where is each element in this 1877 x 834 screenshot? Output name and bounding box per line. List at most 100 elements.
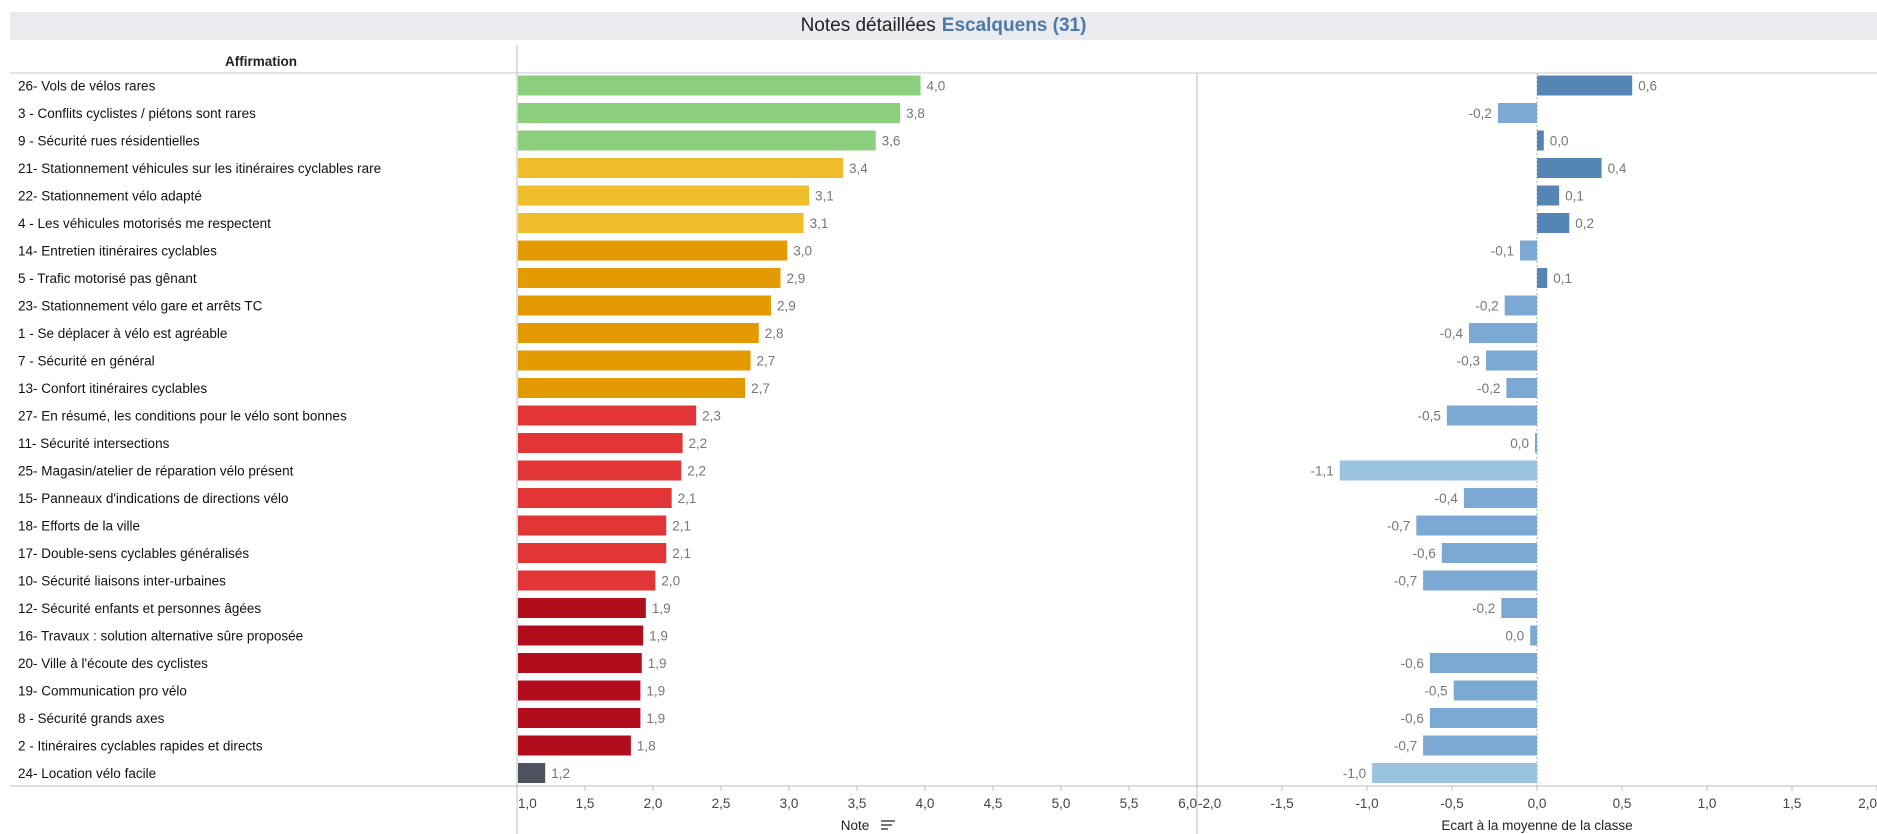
note-value-label: 1,2 (551, 766, 570, 781)
x-tick-label: -1,0 (1355, 796, 1378, 811)
deviation-bar (1537, 158, 1602, 178)
category-label: 11- Sécurité intersections (18, 436, 170, 451)
deviation-value-label: -0,7 (1387, 519, 1410, 534)
deviation-value-label: -0,6 (1413, 546, 1436, 561)
deviation-bar (1506, 378, 1537, 398)
deviation-value-label: -0,6 (1401, 711, 1424, 726)
note-bar (518, 433, 683, 453)
category-label: 26- Vols de vélos rares (18, 79, 156, 94)
deviation-value-label: 0,2 (1575, 216, 1594, 231)
category-label: 17- Double-sens cyclables généralisés (18, 546, 249, 561)
column-header-affirmation: Affirmation (225, 54, 297, 69)
category-label: 25- Magasin/atelier de réparation vélo p… (18, 464, 294, 479)
note-bar (518, 295, 771, 316)
category-label: 20- Ville à l'écoute des cyclistes (18, 656, 208, 671)
deviation-bar (1469, 323, 1537, 343)
sort-icon[interactable] (881, 820, 895, 830)
note-value-label: 3,8 (906, 106, 925, 121)
x-tick-label: 4,0 (916, 796, 935, 811)
deviation-bar (1537, 268, 1548, 288)
note-bar (518, 515, 667, 536)
deviation-value-label: -0,2 (1475, 299, 1498, 314)
deviation-value-label: -0,7 (1394, 739, 1417, 754)
deviation-bar (1463, 488, 1537, 508)
x-tick-label: 2,5 (712, 796, 731, 811)
note-bar (518, 680, 641, 701)
deviation-value-label: -0,7 (1394, 574, 1417, 589)
deviation-value-label: -0,4 (1440, 326, 1464, 341)
deviation-value-label: -0,4 (1435, 491, 1459, 506)
note-bar (518, 763, 546, 783)
chart-frame (10, 45, 1877, 834)
deviation-value-label: -0,2 (1472, 601, 1495, 616)
note-value-label: 1,8 (637, 739, 656, 754)
note-value-label: 1,9 (652, 601, 671, 616)
deviation-value-label: 0,4 (1608, 161, 1627, 176)
note-bar (518, 405, 697, 426)
category-label: 18- Efforts de la ville (18, 519, 140, 534)
x-tick-label: 2,0 (1858, 796, 1877, 811)
deviation-value-label: -0,3 (1457, 354, 1480, 369)
category-label: 22- Stationnement vélo adapté (18, 189, 202, 204)
note-value-label: 2,8 (765, 326, 784, 341)
note-bar (518, 708, 641, 728)
x-tick-label: 6,0 (1178, 796, 1197, 811)
note-value-label: 4,0 (927, 79, 946, 94)
note-bar (518, 570, 656, 591)
category-label: 12- Sécurité enfants et personnes âgées (18, 601, 261, 616)
category-label: 24- Location vélo facile (18, 766, 156, 781)
x-tick-label: 4,5 (984, 796, 1003, 811)
note-bar (518, 75, 921, 96)
deviation-value-label: -0,5 (1418, 409, 1441, 424)
note-value-label: 2,2 (687, 464, 706, 479)
deviation-bar (1416, 515, 1537, 536)
note-bar (518, 735, 631, 756)
note-value-label: 1,9 (649, 629, 668, 644)
x-tick-label: 3,0 (780, 796, 799, 811)
note-bar (518, 460, 682, 481)
x-tick-label: 0,0 (1528, 796, 1547, 811)
chart-title: Notes détaillées (800, 15, 936, 36)
deviation-bar (1535, 433, 1537, 453)
x-tick-label: 1,5 (1783, 796, 1802, 811)
note-value-label: 3,1 (815, 189, 834, 204)
note-bar (518, 158, 844, 178)
deviation-bar (1537, 130, 1544, 151)
note-value-label: 2,9 (777, 299, 796, 314)
deviation-bar (1446, 405, 1537, 426)
note-value-label: 2,1 (672, 519, 691, 534)
note-value-label: 3,6 (882, 134, 901, 149)
deviation-bars: 0,6 -0,2 0,0 0,4 0,1 0,2 -0,1 0,1 -0,2 -0,4 -0,3 -0… (1311, 75, 1657, 783)
deviation-bar (1504, 295, 1537, 316)
x-tick-label: 1,0 (1698, 796, 1717, 811)
category-label: 23- Stationnement vélo gare et arrêts TC (18, 299, 263, 314)
category-label: 16- Travaux : solution alternative sûre … (18, 629, 303, 644)
note-value-label: 2,7 (757, 354, 776, 369)
x-tick-label: 1,0 (518, 796, 537, 811)
note-bar (518, 625, 644, 646)
deviation-value-label: -0,1 (1491, 244, 1514, 259)
category-label: 4 - Les véhicules motorisés me respecten… (18, 216, 271, 231)
category-label: 2 - Itinéraires cyclables rapides et dir… (18, 739, 263, 754)
x-tick-label: 3,5 (848, 796, 867, 811)
deviation-bar (1429, 653, 1537, 673)
deviation-value-label: -1,1 (1311, 464, 1334, 479)
deviation-bar (1530, 625, 1537, 646)
note-bar (518, 598, 646, 618)
note-value-label: 2,7 (751, 381, 770, 396)
deviation-bar (1520, 240, 1537, 261)
note-value-label: 1,9 (648, 656, 667, 671)
x-tick-label: 0,5 (1613, 796, 1632, 811)
category-label: 9 - Sécurité rues résidentielles (18, 134, 200, 149)
category-label: 19- Communication pro vélo (18, 684, 187, 699)
x-tick-label: -0,5 (1440, 796, 1463, 811)
note-bar (518, 240, 788, 261)
note-value-label: 2,1 (672, 546, 691, 561)
category-labels: 26- Vols de vélos rares 3 - Conflits cycl… (18, 79, 381, 782)
deviation-bar (1497, 103, 1537, 123)
category-label: 1 - Se déplacer à vélo est agréable (18, 326, 227, 341)
x-tick-label: 5,0 (1052, 796, 1071, 811)
deviation-bar (1429, 708, 1537, 728)
category-label: 10- Sécurité liaisons inter-urbaines (18, 574, 226, 589)
